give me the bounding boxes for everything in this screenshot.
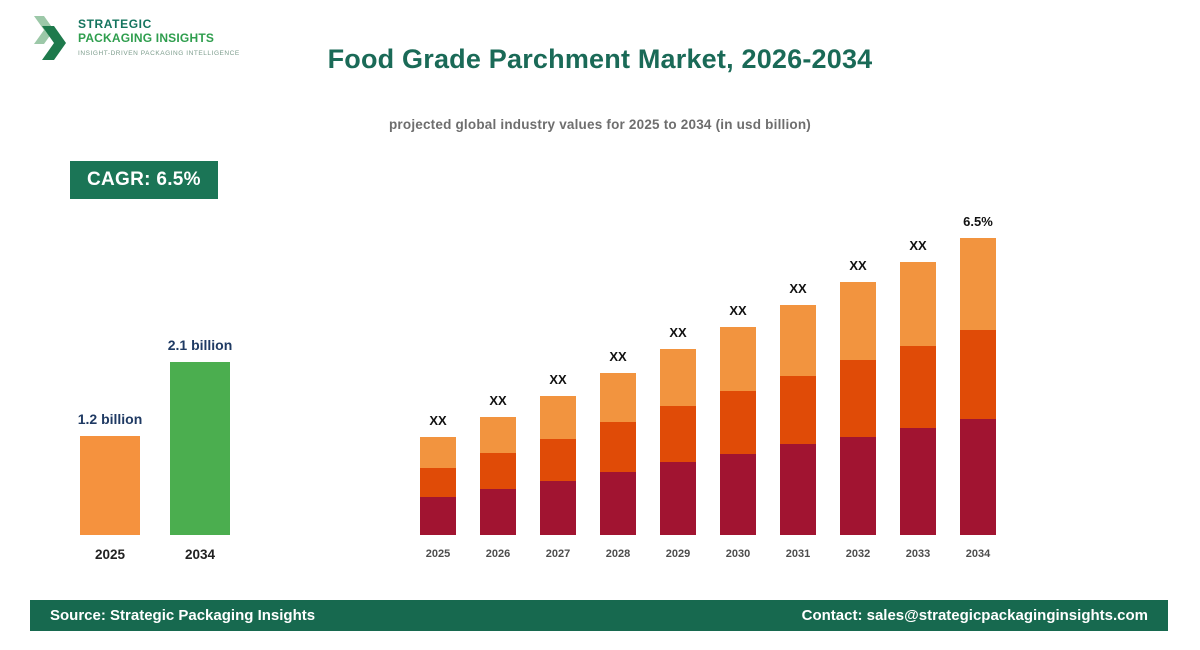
projection-bar-label-2025: XX: [429, 413, 447, 428]
footer-bar: Source: Strategic Packaging Insights Con…: [30, 600, 1168, 631]
bar-segment-middle-2029: [660, 406, 696, 462]
bar-segment-bottom-2028: [600, 472, 636, 535]
summary-value-label-2034: 2.1 billion: [167, 337, 233, 353]
projection-bar-label-2028: XX: [609, 349, 627, 364]
bar-segment-middle-2032: [840, 360, 876, 437]
brand-wordmark: STRATEGIC PACKAGING INSIGHTS INSIGHT-DRI…: [78, 14, 240, 57]
bar-segment-top-2026: [480, 417, 516, 453]
bar-segment-top-2033: [900, 262, 936, 346]
summary-chart: 1.2 billion 2025 2.1 billion 2034: [77, 337, 233, 562]
bar-segment-top-2034: [960, 238, 996, 330]
projection-bar-label-2033: XX: [909, 238, 927, 253]
projection-bar-group-2030: XX 2030: [720, 200, 756, 560]
projection-year-label-2034: 2034: [965, 548, 991, 560]
projection-year-label-2032: 2032: [845, 548, 871, 560]
bar-segment-middle-2034: [960, 330, 996, 419]
projection-bar-label-2031: XX: [789, 281, 807, 296]
brand-name-line2: PACKAGING INSIGHTS: [78, 30, 215, 45]
bar-segment-bottom-2032: [840, 437, 876, 535]
brand-chevron-icon: [34, 16, 66, 60]
bar-segment-bottom-2030: [720, 454, 756, 535]
bar-segment-bottom-2034: [960, 419, 996, 535]
projection-bar-group-2029: XX 2029: [660, 200, 696, 560]
projection-chart: XX 2025 XX 2026 XX 2027 XX 2028 XX 2029 XX 2030 XX 20…: [420, 200, 996, 560]
bar-segment-bottom-2025: [420, 497, 456, 535]
bar-segment-top-2032: [840, 282, 876, 360]
bar-segment-bottom-2027: [540, 481, 576, 535]
bar-segment-middle-2027: [540, 439, 576, 481]
brand-logo: STRATEGIC PACKAGING INSIGHTS INSIGHT-DRI…: [32, 14, 240, 64]
bar-segment-top-2030: [720, 327, 756, 391]
summary-value-label-2025: 1.2 billion: [77, 411, 143, 427]
summary-bar-2034: [170, 362, 230, 535]
projection-bar-group-2033: XX 2033: [900, 200, 936, 560]
projection-bar-label-2026: XX: [489, 393, 507, 408]
projection-year-label-2031: 2031: [785, 548, 811, 560]
brand-tagline: INSIGHT-DRIVEN PACKAGING INTELLIGENCE: [78, 49, 240, 57]
summary-bar-2025: [80, 436, 140, 535]
projection-year-label-2027: 2027: [545, 548, 571, 560]
bar-segment-bottom-2029: [660, 462, 696, 535]
bar-segment-bottom-2033: [900, 428, 936, 535]
projection-bar-group-2034: 6.5% 2034: [960, 200, 996, 560]
projection-year-label-2029: 2029: [665, 548, 691, 560]
bar-segment-top-2027: [540, 396, 576, 439]
footer-source: Source: Strategic Packaging Insights: [50, 607, 316, 624]
bar-segment-top-2029: [660, 349, 696, 406]
bar-segment-middle-2030: [720, 391, 756, 454]
projection-bar-label-2032: XX: [849, 258, 867, 273]
bar-segment-bottom-2031: [780, 444, 816, 535]
projection-bar-label-2029: XX: [669, 325, 687, 340]
summary-year-label-2034: 2034: [184, 547, 216, 562]
projection-year-label-2026: 2026: [485, 548, 511, 560]
summary-bar-group-2025: 1.2 billion 2025: [77, 345, 143, 562]
bar-segment-bottom-2026: [480, 489, 516, 535]
cagr-badge: CAGR: 6.5%: [70, 161, 218, 199]
page-subtitle: projected global industry values for 202…: [388, 117, 812, 132]
summary-year-label-2025: 2025: [94, 547, 126, 562]
bar-segment-top-2025: [420, 437, 456, 468]
projection-bar-group-2028: XX 2028: [600, 200, 636, 560]
bar-segment-top-2031: [780, 305, 816, 376]
bar-segment-middle-2028: [600, 422, 636, 472]
projection-bar-group-2026: XX 2026: [480, 200, 516, 560]
projection-bar-group-2031: XX 2031: [780, 200, 816, 560]
brand-name-line1: STRATEGIC: [78, 17, 152, 31]
bar-segment-middle-2033: [900, 346, 936, 428]
projection-bar-label-2030: XX: [729, 303, 747, 318]
bar-segment-middle-2026: [480, 453, 516, 489]
bar-segment-middle-2031: [780, 376, 816, 444]
summary-bar-group-2034: 2.1 billion 2034: [168, 337, 233, 562]
projection-year-label-2025: 2025: [425, 548, 451, 560]
projection-bar-group-2027: XX 2027: [540, 200, 576, 560]
projection-bar-label-2034: 6.5%: [963, 214, 993, 229]
bar-segment-top-2028: [600, 373, 636, 422]
projection-bar-label-2027: XX: [549, 372, 567, 387]
projection-year-label-2028: 2028: [605, 548, 631, 560]
bar-segment-middle-2025: [420, 468, 456, 497]
projection-bar-group-2025: XX 2025: [420, 200, 456, 560]
projection-year-label-2033: 2033: [905, 548, 931, 560]
projection-bar-group-2032: XX 2032: [840, 200, 876, 560]
projection-year-label-2030: 2030: [725, 548, 751, 560]
footer-contact: Contact: sales@strategicpackaginginsight…: [801, 607, 1148, 624]
page-title: Food Grade Parchment Market, 2026-2034: [327, 44, 873, 74]
